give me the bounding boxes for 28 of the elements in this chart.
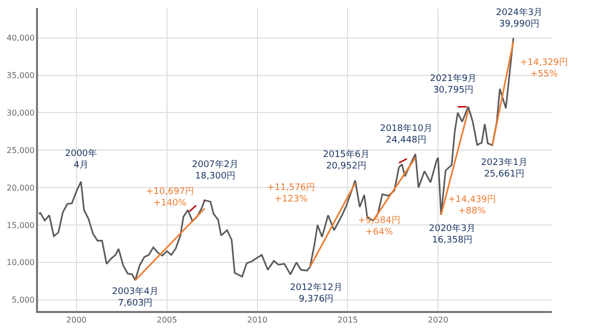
y-tick-label: 15,000 [6, 220, 35, 230]
x-tick-label: 2000 [66, 315, 87, 324]
y-tick-label: 30,000 [6, 108, 35, 118]
annotation: +14,329円 +55% [520, 58, 568, 80]
y-tick-label: 40,000 [6, 34, 35, 43]
x-tick-label: 2010 [247, 315, 268, 324]
y-tick-label: 25,000 [6, 146, 35, 155]
annotation: 2012年12月 9,376円 [290, 282, 342, 305]
y-tick-label: 10,000 [6, 258, 35, 268]
annotation: 2023年1月 25,661円 [481, 157, 528, 180]
x-tick-label: 2015 [338, 315, 358, 324]
annotation: +11,576円 +123% [267, 183, 316, 205]
annotation: 2021年9月 30,795円 [430, 73, 477, 96]
x-tick-label: 2005 [156, 315, 178, 324]
y-tick-label: 35,000 [6, 71, 35, 80]
annotation: 2015年6月 20,952円 [323, 149, 370, 172]
annotation: 2024年3月 39,990円 [496, 7, 543, 30]
annotation: 2018年10月 24,448円 [380, 123, 432, 146]
y-tick-label: 5,000 [12, 296, 35, 305]
annotation: +14,439円 +88% [448, 195, 496, 217]
annotation: +10,697円 +140% [146, 187, 194, 209]
y-tick-label: 20,000 [6, 183, 35, 192]
annotation: +9,584円 +64% [358, 216, 400, 238]
annotation: 2000年 4月 [65, 148, 97, 171]
annotation: 2020年3月 16,358円 [429, 223, 476, 246]
x-tick-label: 2020 [428, 315, 448, 324]
annotation: 2007年2月 18,300円 [192, 159, 239, 182]
annotation: 2003年4月 7,603円 [112, 286, 159, 309]
